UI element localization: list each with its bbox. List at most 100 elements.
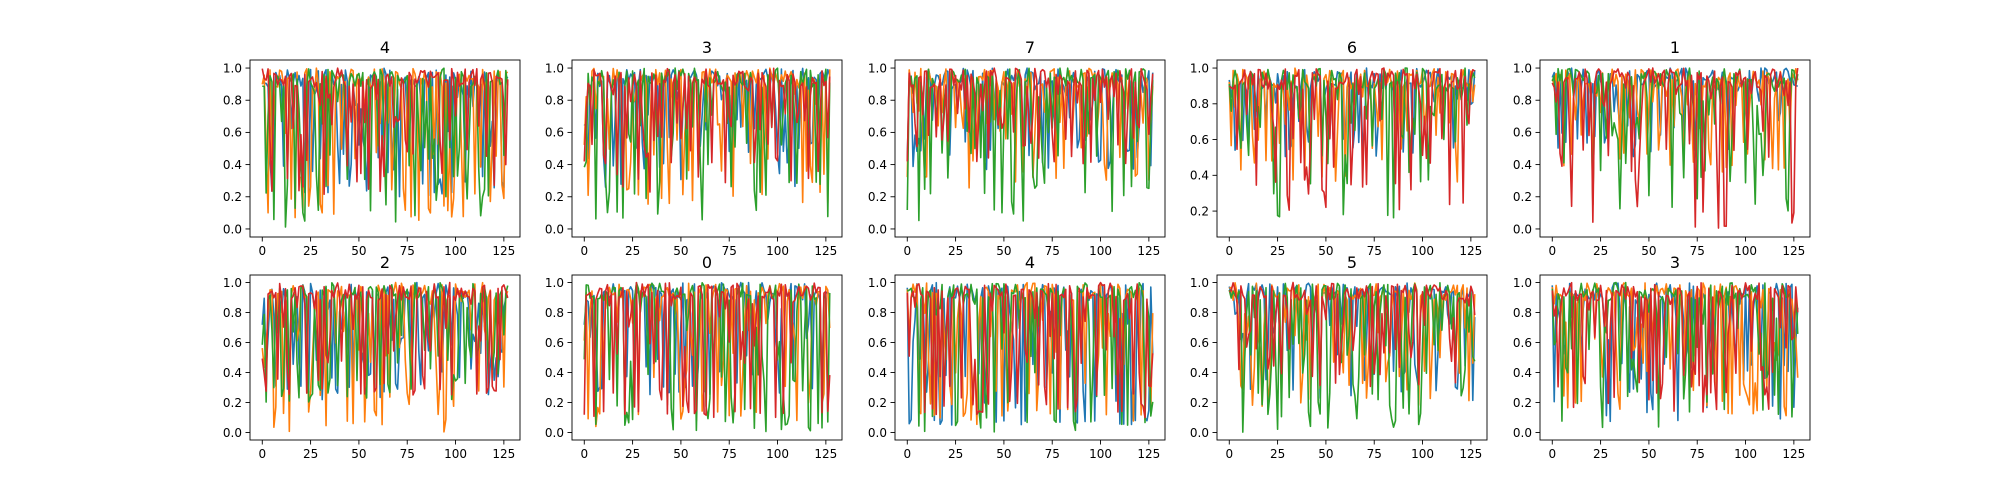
series-line-0	[906, 67, 1154, 171]
y-tick-label: 0.8	[1190, 306, 1209, 320]
x-tick-label: 50	[1641, 244, 1656, 258]
y-tick-label: 0.2	[868, 190, 887, 204]
y-tick-label: 1.0	[1190, 61, 1209, 75]
x-tick-label: 50	[996, 244, 1011, 258]
x-tick-label: 50	[673, 244, 688, 258]
x-tick-label: 125	[814, 244, 837, 258]
y-tick-label: 0.8	[1513, 306, 1532, 320]
x-tick-label: 50	[351, 447, 366, 461]
y-tick-label: 0.0	[545, 222, 564, 236]
y-tick-label: 0.0	[868, 426, 887, 440]
x-tick-label: 75	[1367, 244, 1382, 258]
x-tick-label: 25	[625, 447, 640, 461]
series-line-3	[583, 67, 831, 193]
subplot-title: 4	[1025, 253, 1035, 272]
subplot-9: 0 25 50 75 100 125 0.0 0.2 0.4 0.6 0.8 1.0 3	[1513, 253, 1811, 461]
y-tick-label: 0.0	[223, 426, 242, 440]
series-line-0	[262, 67, 509, 198]
x-tick-label: 125	[492, 447, 515, 461]
x-tick-label: 25	[1270, 244, 1285, 258]
series-line-3	[1551, 67, 1799, 229]
y-tick-label: 0.2	[545, 190, 564, 204]
subplot-6: 0 25 50 75 100 125 0.0 0.2 0.4 0.6 0.8 1.0 0	[545, 253, 843, 461]
y-tick-label: 0.4	[868, 158, 887, 172]
x-tick-label: 0	[1225, 447, 1233, 461]
x-tick-label: 50	[673, 447, 688, 461]
y-tick-label: 1.0	[223, 61, 242, 75]
y-tick-label: 0.2	[223, 190, 242, 204]
y-tick-label: 0.2	[1513, 396, 1532, 410]
x-tick-label: 25	[303, 447, 318, 461]
subplot-0: 0 25 50 75 100 125 0.0 0.2 0.4 0.6 0.8 1.0 4	[223, 38, 521, 258]
y-tick-label: 0.8	[545, 306, 564, 320]
x-tick-label: 125	[1459, 244, 1482, 258]
y-tick-label: 1.0	[545, 61, 564, 75]
y-tick-label: 1.0	[545, 276, 564, 290]
y-tick-label: 0.4	[1513, 158, 1532, 172]
subplot-title: 0	[702, 253, 712, 272]
series-line-2	[906, 67, 1154, 222]
x-tick-label: 75	[722, 244, 737, 258]
y-tick-label: 0.8	[868, 94, 887, 108]
y-tick-label: 0.8	[1190, 97, 1209, 111]
x-tick-label: 75	[1367, 447, 1382, 461]
y-tick-label: 0.4	[223, 366, 242, 380]
y-tick-label: 0.8	[868, 306, 887, 320]
series-line-3	[1228, 281, 1476, 388]
x-tick-label: 75	[1690, 244, 1705, 258]
x-tick-label: 100	[1411, 244, 1434, 258]
x-tick-label: 75	[400, 447, 415, 461]
x-tick-label: 125	[1137, 447, 1160, 461]
axes-frame	[249, 59, 521, 238]
x-tick-label: 75	[722, 447, 737, 461]
series-line-3	[261, 281, 509, 396]
x-tick-label: 0	[580, 447, 588, 461]
y-tick-label: 1.0	[1190, 276, 1209, 290]
x-tick-label: 0	[903, 447, 911, 461]
y-tick-label: 0.0	[1513, 222, 1532, 236]
axes-frame	[1539, 59, 1811, 238]
x-tick-label: 50	[996, 447, 1011, 461]
x-tick-label: 50	[1641, 447, 1656, 461]
subplot-title: 4	[380, 38, 390, 57]
axes-frame	[894, 59, 1166, 238]
y-tick-label: 0.2	[1190, 396, 1209, 410]
y-tick-label: 0.8	[223, 306, 242, 320]
y-tick-label: 0.4	[868, 366, 887, 380]
x-tick-label: 50	[1318, 447, 1333, 461]
subplot-title: 3	[702, 38, 712, 57]
x-tick-label: 25	[1593, 447, 1608, 461]
y-tick-label: 1.0	[868, 61, 887, 75]
y-tick-label: 0.2	[545, 396, 564, 410]
y-tick-label: 0.8	[223, 94, 242, 108]
x-tick-label: 100	[1411, 447, 1434, 461]
y-tick-label: 0.6	[223, 336, 242, 350]
subplot-4: 0 25 50 75 100 125 0.0 0.2 0.4 0.6 0.8 1.0 1	[1513, 38, 1811, 258]
series-line-3	[906, 281, 1154, 419]
subplot-title: 2	[380, 253, 390, 272]
x-tick-label: 125	[1782, 447, 1805, 461]
y-tick-label: 0.2	[1513, 190, 1532, 204]
axes-frame	[1539, 274, 1811, 441]
x-tick-label: 125	[492, 244, 515, 258]
series-line-3	[261, 67, 509, 195]
y-tick-label: 0.8	[1513, 94, 1532, 108]
x-tick-label: 25	[948, 244, 963, 258]
y-tick-label: 0.4	[545, 158, 564, 172]
x-tick-label: 100	[444, 244, 467, 258]
x-tick-label: 0	[258, 447, 266, 461]
axes-frame	[571, 274, 843, 441]
x-tick-label: 100	[1734, 244, 1757, 258]
y-tick-label: 0.6	[1513, 336, 1532, 350]
y-tick-label: 1.0	[868, 276, 887, 290]
x-tick-label: 75	[1690, 447, 1705, 461]
series-line-3	[906, 67, 1154, 165]
y-tick-label: 0.6	[868, 336, 887, 350]
y-tick-label: 0.4	[545, 366, 564, 380]
x-tick-label: 0	[1548, 447, 1556, 461]
axes-frame	[249, 274, 521, 441]
series-line-1	[1228, 281, 1476, 408]
subplot-title: 3	[1670, 253, 1680, 272]
x-tick-label: 0	[1225, 244, 1233, 258]
